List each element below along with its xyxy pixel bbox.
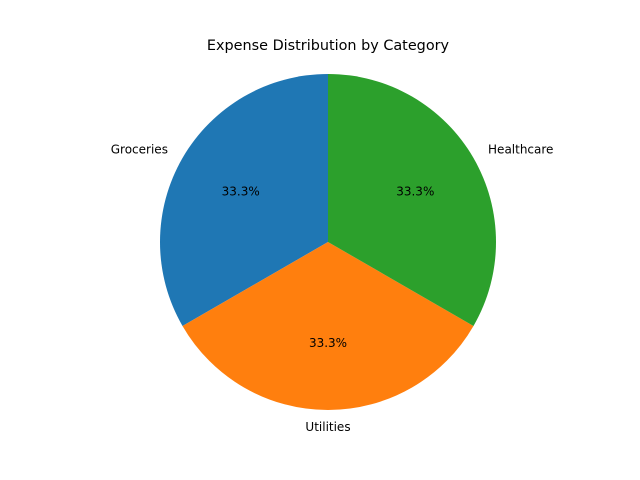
- pct-label-utilities: 33.3%: [309, 336, 347, 350]
- pie-slice-groceries: [160, 74, 328, 326]
- slice-label-utilities: Utilities: [305, 420, 350, 434]
- slice-label-healthcare: Healthcare: [488, 143, 553, 157]
- pct-label-groceries: 33.3%: [222, 185, 260, 199]
- pie-slice-utilities: [182, 242, 474, 411]
- pct-label-healthcare: 33.3%: [396, 185, 434, 199]
- slice-label-groceries: Groceries: [111, 143, 168, 157]
- pie-slice-healthcare: [328, 74, 496, 326]
- chart-title: Expense Distribution by Category: [207, 38, 450, 54]
- pie-labels: Groceries 33.3% Utilities 33.3% Healthcare 33…: [111, 143, 554, 434]
- pie-slices: [160, 74, 496, 411]
